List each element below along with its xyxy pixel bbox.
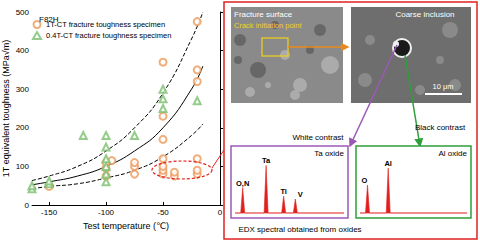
svg-text:Al: Al — [384, 159, 392, 168]
svg-text:O,N: O,N — [236, 179, 249, 188]
svg-text:200: 200 — [16, 123, 30, 132]
svg-text:10 μm: 10 μm — [433, 82, 454, 91]
svg-text:1T equivalent toughness (MPa√m: 1T equivalent toughness (MPa√m) — [1, 40, 11, 177]
svg-text:O: O — [362, 176, 368, 185]
svg-text:Ta oxide: Ta oxide — [314, 149, 344, 158]
svg-text:0: 0 — [218, 208, 223, 217]
svg-text:Ta: Ta — [262, 156, 271, 165]
svg-text:-100: -100 — [98, 208, 115, 217]
svg-text:Fracture surface: Fracture surface — [234, 10, 293, 19]
svg-text:Crack initiation point: Crack initiation point — [234, 21, 302, 30]
svg-text:400: 400 — [16, 46, 30, 55]
svg-text:Black contrast: Black contrast — [415, 123, 466, 132]
svg-text:100: 100 — [16, 162, 30, 171]
svg-text:-50: -50 — [157, 208, 169, 217]
svg-text:V: V — [298, 190, 303, 199]
svg-text:F82H: F82H — [39, 15, 59, 24]
svg-text:Coarse inclusion: Coarse inclusion — [395, 10, 454, 19]
svg-text:Al oxide: Al oxide — [439, 149, 468, 158]
svg-text:500: 500 — [16, 8, 30, 17]
svg-text:EDX spectral obtained from oxi: EDX spectral obtained from oxides — [238, 225, 361, 234]
svg-text:300: 300 — [16, 85, 30, 94]
svg-text:-150: -150 — [41, 208, 58, 217]
svg-text:White contrast: White contrast — [292, 133, 344, 142]
svg-text:Ti: Ti — [280, 187, 287, 196]
svg-text:0: 0 — [25, 201, 30, 210]
svg-text:1T-CT fracture toughness speci: 1T-CT fracture toughness specimen — [46, 20, 165, 29]
svg-text:0.4T-CT fracture toughness spe: 0.4T-CT fracture toughness specimen — [46, 31, 171, 40]
svg-text:Test temperature (℃): Test temperature (℃) — [83, 221, 169, 231]
